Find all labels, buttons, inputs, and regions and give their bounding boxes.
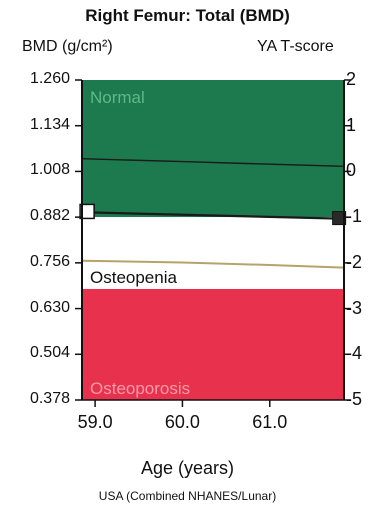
y2-tick-label: 0 — [346, 160, 357, 181]
y-axis-label-right: YA T-score — [257, 38, 334, 55]
measurement-marker-end — [332, 211, 347, 226]
y2-tick-label: -1 — [346, 206, 363, 227]
series-line-1 — [88, 211, 340, 220]
series-line-3 — [81, 259, 345, 269]
y2-tick-label: -4 — [346, 343, 363, 364]
zone-osteoporosis — [82, 288, 344, 400]
x-axis-label: Age (years) — [140, 458, 235, 478]
x-tick-label: 61.0 — [252, 412, 288, 432]
zone-label-osteoporosis: Osteoporosis — [90, 379, 190, 398]
y-tick-label: 1.260 — [29, 70, 70, 87]
x-tick-label: 60.0 — [164, 412, 200, 432]
y-tick-label: 0.756 — [29, 252, 70, 270]
y-tick-label: 0.378 — [29, 390, 70, 407]
x-tick-label: 59.0 — [77, 412, 113, 432]
series-line-2 — [81, 158, 345, 167]
y2-tick-label: -3 — [346, 297, 363, 318]
y-tick-label: 0.630 — [29, 298, 70, 316]
zone-osteopenia — [82, 217, 344, 289]
y-tick-label: 1.134 — [29, 115, 70, 133]
reference-database-note: USA (Combined NHANES/Lunar) — [98, 489, 277, 503]
chart-title: Right Femur: Total (BMD) — [85, 6, 290, 25]
y-tick-label: 1.008 — [29, 161, 70, 179]
y2-tick-label: 2 — [346, 69, 357, 89]
y2-tick-label: -2 — [346, 251, 363, 272]
y-axis-label-left: BMD (g/cm²) — [22, 38, 113, 55]
zone-label-osteopenia: Osteopenia — [90, 268, 177, 287]
zone-normal — [82, 80, 344, 218]
y-tick-label: 0.882 — [29, 207, 70, 225]
y-tick-label: 0.504 — [29, 344, 70, 362]
measurement-marker-start — [79, 203, 95, 220]
zone-label-normal: Normal — [90, 88, 145, 107]
y2-tick-label: -5 — [346, 389, 363, 409]
y2-tick-label: 1 — [346, 114, 357, 135]
